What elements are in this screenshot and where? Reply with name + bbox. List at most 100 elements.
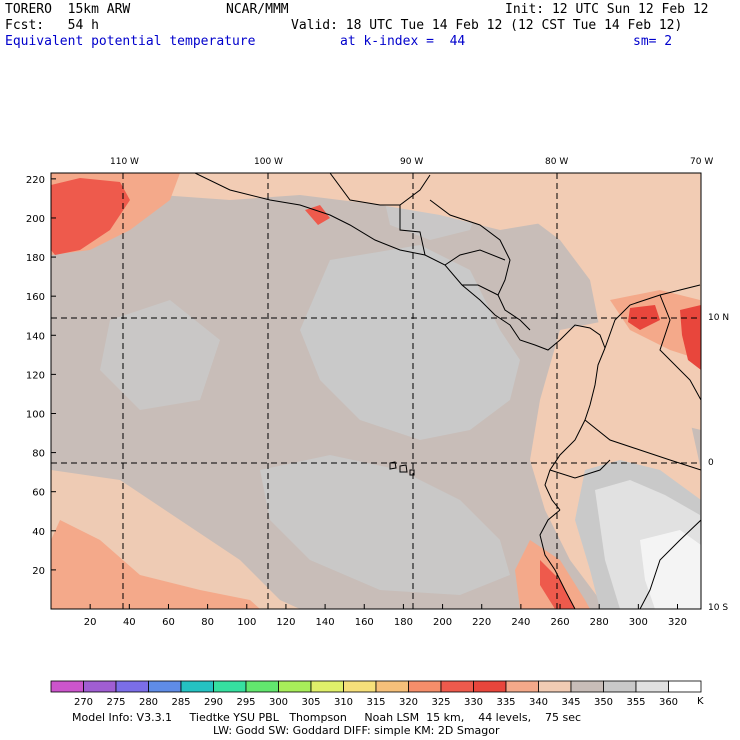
colorbar-label: 310 xyxy=(334,697,353,708)
colorbar-swatch xyxy=(440,680,474,693)
colorbar-label: 305 xyxy=(301,697,320,708)
colorbar: 270 275 280 285 290 295 300 305 310 315 320 325 330 3… xyxy=(50,680,702,708)
light-patch-caribbean xyxy=(520,173,701,430)
andes-white xyxy=(640,530,701,609)
border-ecuador-peru xyxy=(549,459,611,479)
colorbar-label: 350 xyxy=(594,697,613,708)
lon-label-90w: 90 W xyxy=(400,157,424,167)
colorbar-label: 355 xyxy=(626,697,645,708)
colorbar-swatch xyxy=(213,680,247,693)
lat-label-10n: 10 N xyxy=(708,313,730,323)
colorbar-label: 295 xyxy=(236,697,255,708)
x-tick-label: 140 xyxy=(316,617,335,628)
x-tick-label: 160 xyxy=(355,617,374,628)
colorbar-swatch xyxy=(50,680,84,693)
x-tick-label: 300 xyxy=(629,617,648,628)
y-tick-label: 100 xyxy=(26,409,45,420)
colorbar-swatch xyxy=(603,680,637,693)
x-tick-label: 280 xyxy=(590,617,609,628)
y-tick-label: 80 xyxy=(32,449,45,460)
x-tick-label: 220 xyxy=(472,617,491,628)
x-tick-label: 240 xyxy=(511,617,530,628)
lat-label-0: 0 xyxy=(708,458,714,468)
lon-label-110w: 110 W xyxy=(110,157,139,167)
model-info: Model Info: V3.3.1 Tiedtke YSU PBL Thomp… xyxy=(72,711,582,724)
lon-label-70w: 70 W xyxy=(690,157,714,167)
level-label: at k-index = 44 xyxy=(340,34,466,49)
graticule xyxy=(51,173,701,609)
x-tick-label: 120 xyxy=(276,617,295,628)
y-tick-label: 60 xyxy=(32,488,45,499)
colorbar-unit: K xyxy=(697,696,704,707)
frame-ticks xyxy=(51,178,679,609)
lon-label-100w: 100 W xyxy=(254,157,283,167)
model-label: TORERO 15km ARW xyxy=(5,2,131,17)
theta-e-field xyxy=(51,173,701,609)
lat-label-10s: 10 S xyxy=(708,603,729,613)
y-tick-label: 40 xyxy=(32,527,45,538)
colorbar-swatch xyxy=(343,680,377,693)
x-tick-label: 60 xyxy=(162,617,175,628)
y-tick-label: 180 xyxy=(26,253,45,264)
x-tick-label: 180 xyxy=(394,617,413,628)
cool-patch-south xyxy=(260,455,510,595)
colorbar-label: 335 xyxy=(496,697,515,708)
hot-patch-northwest xyxy=(51,178,130,255)
colorbar-label: 270 xyxy=(74,697,93,708)
colorbar-label: 300 xyxy=(269,697,288,708)
colorbar-label: 330 xyxy=(464,697,483,708)
center-label: NCAR/MMM xyxy=(226,2,289,17)
colorbar-swatch xyxy=(538,680,572,693)
colorbar-label: 325 xyxy=(431,697,450,708)
colorbar-label: 285 xyxy=(171,697,190,708)
warm-patch-southwest xyxy=(51,520,260,609)
colorbar-swatch xyxy=(115,680,149,693)
colorbar-swatch xyxy=(310,680,344,693)
y-tick-label: 120 xyxy=(26,370,45,381)
colorbar-swatch xyxy=(375,680,409,693)
x-tick-label: 200 xyxy=(433,617,452,628)
border-colombia-peru xyxy=(584,419,701,471)
colorbar-label: 275 xyxy=(106,697,125,708)
init-time: Init: 12 UTC Sun 12 Feb 12 xyxy=(505,2,709,17)
field-name: Equivalent potential temperature xyxy=(5,34,256,49)
colorbar-label: 290 xyxy=(204,697,223,708)
border-guatemala xyxy=(399,205,426,256)
map-frame xyxy=(50,172,702,610)
y-tick-label: 160 xyxy=(26,292,45,303)
warm-patch-caribbean xyxy=(610,290,701,360)
smoothing-label: sm= 2 xyxy=(633,34,673,49)
colorbar-swatch xyxy=(635,680,669,693)
colorbar-label: 320 xyxy=(399,697,418,708)
colorbar-swatch xyxy=(83,680,117,693)
colorbar-swatch xyxy=(278,680,312,693)
lon-label-80w: 80 W xyxy=(545,157,569,167)
colorbar-label: 360 xyxy=(659,697,678,708)
colorbar-swatch xyxy=(473,680,507,693)
border-honduras xyxy=(444,249,506,266)
x-tick-label: 100 xyxy=(237,617,256,628)
colorbar-label: 315 xyxy=(366,697,385,708)
colorbar-swatch xyxy=(180,680,214,693)
colorbar-swatch xyxy=(148,680,182,693)
colorbar-label: 345 xyxy=(561,697,580,708)
valid-time: Valid: 18 UTC Tue 14 Feb 12 (12 CST Tue … xyxy=(291,18,683,33)
x-tick-label: 40 xyxy=(123,617,136,628)
galapagos xyxy=(389,461,415,476)
cool-patch-central xyxy=(300,245,520,440)
y-tick-label: 20 xyxy=(32,566,45,577)
colorbar-label: 340 xyxy=(529,697,548,708)
coast-mexico-central-america xyxy=(194,173,606,351)
coast-yucatan-caribbean xyxy=(329,173,531,331)
border-peru-brazil xyxy=(639,519,701,609)
hot-patch-mexico xyxy=(305,205,330,225)
y-tick-label: 200 xyxy=(26,214,45,225)
x-tick-label: 80 xyxy=(201,617,214,628)
colorbar-swatch xyxy=(570,680,604,693)
border-nicaragua xyxy=(462,284,499,296)
frame-tick-labels: 20 40 60 80 100 120 140 160 180 200 220 240 260 280 30… xyxy=(26,175,687,628)
coast-colombia-ecuador xyxy=(544,347,606,511)
coastlines xyxy=(194,173,701,609)
colorbar-swatch xyxy=(245,680,279,693)
